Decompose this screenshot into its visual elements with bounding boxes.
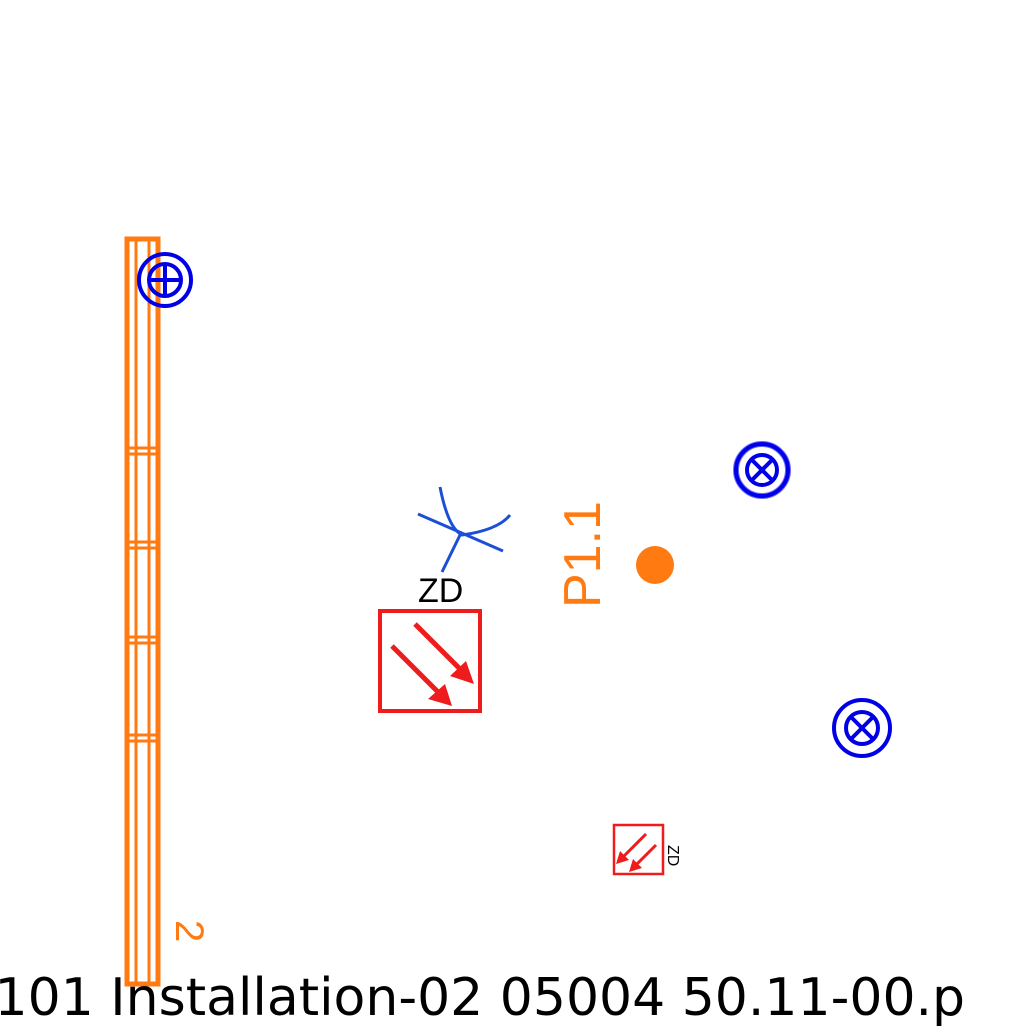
number-label: 2 xyxy=(167,920,211,942)
socket-cross-icon xyxy=(733,441,791,499)
emergency-box-icon xyxy=(378,609,482,713)
zd-small-label: ZD xyxy=(664,845,681,866)
emergency-box-icon xyxy=(612,823,665,876)
drawing-caption: .101 Installation-02 05004 50.11-00.p xyxy=(0,968,966,1028)
zd-label: ZD xyxy=(418,572,463,610)
vertical-cable-tray xyxy=(124,236,161,987)
lamp-icon xyxy=(417,486,512,573)
p11-label: P1.1 xyxy=(554,501,612,608)
socket-cross-icon xyxy=(832,698,892,758)
socket-plus-icon xyxy=(137,252,193,308)
point-marker-icon xyxy=(636,546,674,584)
